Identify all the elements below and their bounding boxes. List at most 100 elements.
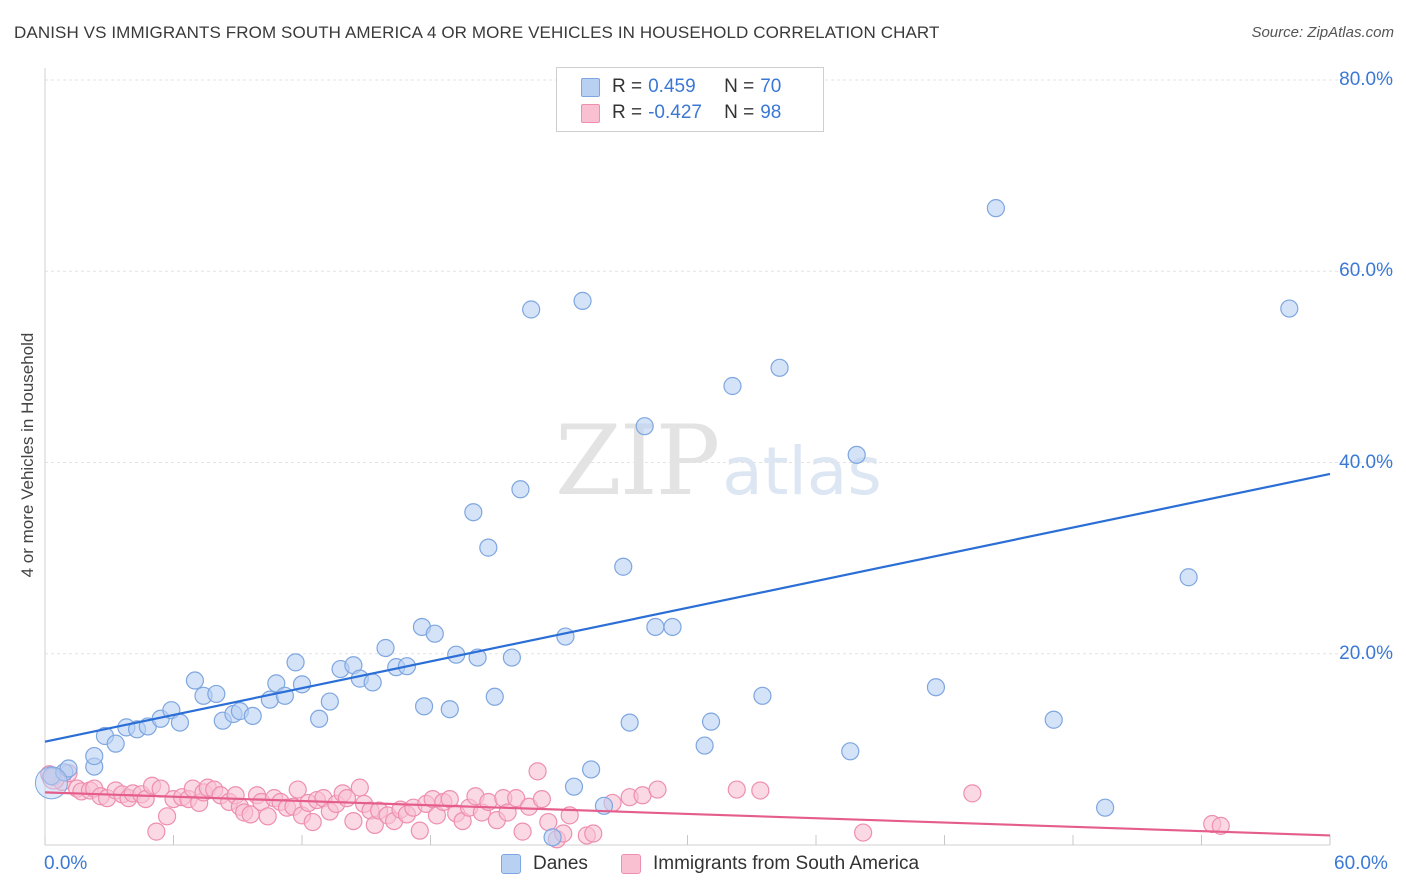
danes-point bbox=[376, 638, 395, 658]
danes-point bbox=[522, 300, 541, 319]
danes-point bbox=[986, 199, 1006, 218]
danes-point bbox=[320, 692, 339, 711]
r-value: 0.459 bbox=[648, 76, 696, 97]
r-label: R = bbox=[612, 76, 643, 97]
danes-point bbox=[564, 777, 584, 796]
danes-point bbox=[582, 760, 601, 779]
immigrants-trend-line bbox=[44, 791, 1331, 837]
immigrants-point bbox=[532, 789, 551, 809]
danes-point bbox=[770, 358, 789, 377]
r-label: R = bbox=[612, 102, 643, 123]
series-immigrants-points bbox=[40, 762, 1230, 849]
danes-point bbox=[635, 417, 654, 436]
danes-point bbox=[1280, 299, 1299, 318]
danes-point bbox=[363, 673, 382, 692]
danes-point bbox=[573, 291, 592, 310]
danes-point bbox=[753, 686, 772, 705]
danes-point bbox=[663, 617, 682, 637]
danes-point bbox=[847, 445, 866, 464]
danes-point bbox=[310, 709, 329, 728]
danes-point bbox=[502, 648, 521, 667]
x-axis-ticks bbox=[44, 835, 1331, 845]
immigrants-legend-swatch bbox=[621, 854, 641, 874]
danes-point bbox=[1179, 568, 1198, 587]
legend-label-danes: Danes bbox=[533, 853, 588, 874]
immigrants-point bbox=[344, 811, 363, 831]
danes-point bbox=[841, 742, 860, 761]
danes-point bbox=[723, 376, 742, 396]
immigrants-point bbox=[584, 824, 603, 843]
x-tick-label-min: 0.0% bbox=[44, 853, 88, 874]
danes-point bbox=[440, 700, 459, 719]
trend-lines bbox=[44, 472, 1331, 837]
danes-point bbox=[1044, 710, 1063, 729]
danes-point bbox=[695, 736, 714, 755]
n-label: N = bbox=[724, 76, 755, 97]
y-tick-label: 20.0% bbox=[1339, 642, 1393, 664]
danes-point bbox=[414, 697, 434, 716]
danes-point bbox=[511, 480, 530, 499]
danes-point bbox=[614, 557, 633, 576]
source-label: Source: ZipAtlas.com bbox=[1251, 24, 1394, 41]
danes-point bbox=[286, 653, 305, 672]
danes-point bbox=[479, 538, 498, 557]
danes-point bbox=[926, 678, 946, 697]
immigrants-point bbox=[854, 823, 873, 842]
immigrants-point bbox=[157, 807, 177, 826]
immigrants-point bbox=[258, 807, 277, 826]
n-value: 70 bbox=[760, 76, 782, 97]
immigrants-point bbox=[410, 821, 429, 840]
immigrants-point bbox=[539, 812, 558, 832]
legend-item-danes[interactable]: Danes bbox=[501, 852, 588, 876]
gridlines bbox=[44, 68, 1392, 846]
danes-point bbox=[543, 828, 562, 847]
danes-point bbox=[243, 706, 262, 726]
r-value: -0.427 bbox=[648, 102, 702, 123]
legend-item-immigrants[interactable]: Immigrants from South America bbox=[621, 852, 919, 876]
danes-legend-swatch bbox=[501, 854, 521, 874]
danes-trend-line bbox=[44, 472, 1331, 743]
danes-point bbox=[620, 713, 639, 732]
immigrants-point bbox=[648, 780, 667, 799]
danes-point bbox=[485, 687, 504, 706]
danes-point bbox=[106, 734, 125, 753]
immigrants-point bbox=[1211, 816, 1230, 835]
watermark-atlas: atlas bbox=[722, 433, 882, 510]
series-danes-points bbox=[34, 199, 1299, 847]
danes-point bbox=[207, 684, 226, 704]
chart-title: DANISH VS IMMIGRANTS FROM SOUTH AMERICA … bbox=[14, 23, 940, 42]
immigrants-point bbox=[350, 778, 369, 797]
x-tick-label-max: 60.0% bbox=[1334, 853, 1388, 874]
immigrants-point bbox=[528, 762, 547, 781]
immigrants-point bbox=[303, 812, 322, 832]
danes-point bbox=[425, 624, 444, 643]
y-tick-label: 80.0% bbox=[1339, 69, 1393, 90]
danes-point bbox=[701, 712, 721, 731]
danes-point bbox=[85, 746, 104, 766]
immigrants-point bbox=[288, 780, 307, 799]
danes-point bbox=[185, 671, 205, 690]
danes-point bbox=[1096, 798, 1115, 817]
y-tick-label: 60.0% bbox=[1339, 260, 1393, 282]
stats-legend-row-immigrants: R = -0.427 N = 98 bbox=[581, 102, 781, 124]
n-value: 98 bbox=[760, 102, 782, 123]
legend-label-immigrants: Immigrants from South America bbox=[653, 853, 920, 874]
danes-cluster-point bbox=[34, 766, 68, 800]
immigrants-point bbox=[147, 822, 166, 841]
danes-point bbox=[556, 627, 575, 646]
y-tick-label: 40.0% bbox=[1339, 451, 1393, 473]
immigrants-point bbox=[963, 784, 982, 803]
danes-point bbox=[170, 713, 190, 732]
danes-point bbox=[646, 617, 665, 637]
immigrants-point bbox=[727, 780, 746, 799]
immigrants-swatch bbox=[581, 103, 600, 123]
danes-point bbox=[464, 503, 483, 522]
immigrants-point bbox=[513, 822, 532, 841]
n-label: N = bbox=[724, 102, 755, 123]
stats-legend-row-danes: R = 0.459 N = 70 bbox=[581, 76, 781, 98]
immigrants-point bbox=[507, 789, 526, 808]
danes-point bbox=[267, 674, 286, 693]
immigrants-point bbox=[751, 781, 770, 800]
stats-legend: R = 0.459 N = 70 R = -0.427 N = 98 bbox=[556, 67, 824, 132]
